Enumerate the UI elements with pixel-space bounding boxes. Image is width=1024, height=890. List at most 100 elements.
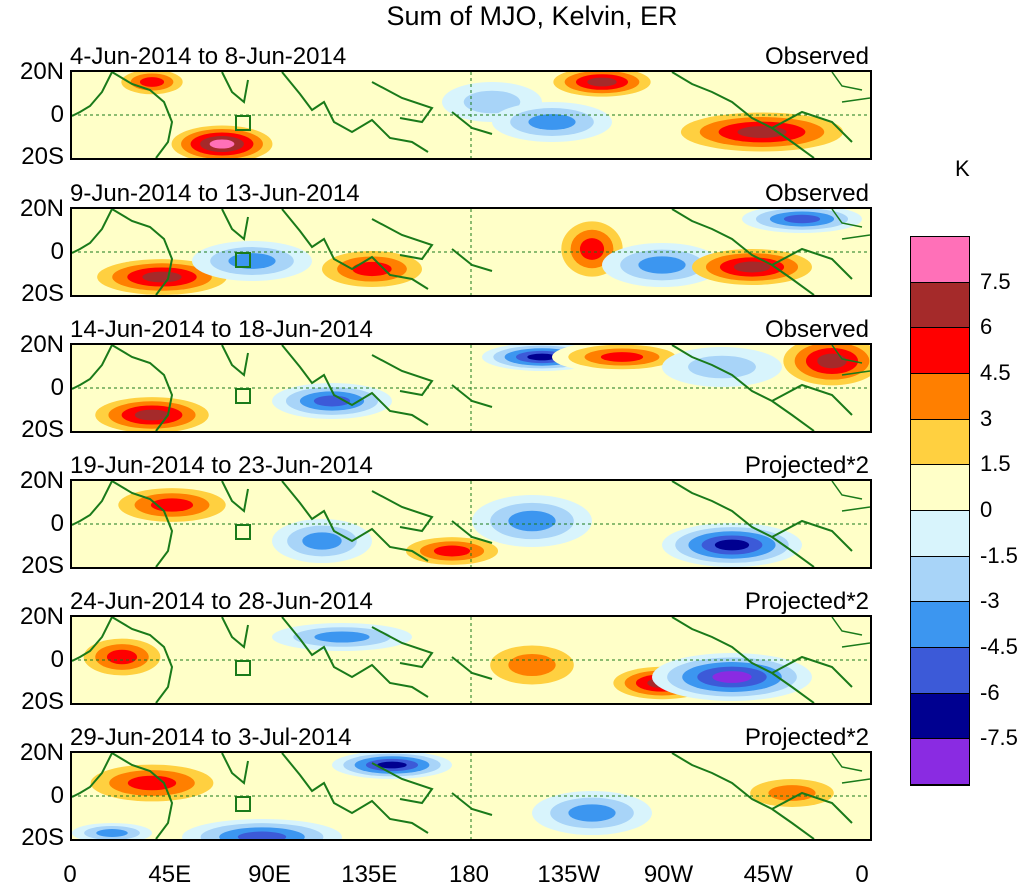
anomaly-contour [142,271,182,283]
anomaly-map [70,751,872,841]
colorbar-units: K [955,156,970,181]
anomaly-contour [237,831,287,839]
colorbar-swatch [911,511,969,557]
map-panel-1: 4-Jun-2014 to 8-Jun-2014 Observed 20N 0 … [0,43,900,170]
anomaly-contour [302,532,342,550]
main-title: Sum of MJO, Kelvin, ER [386,1,678,31]
anomaly-map-svg [72,753,870,839]
colorbar-swatch [911,693,969,740]
colorbar-swatch [911,648,969,694]
anomaly-contour [96,829,128,837]
anomaly-map [70,70,872,160]
colorbar-swatch [911,465,969,511]
map-panel-6: 29-Jun-2014 to 3-Jul-2014 Projected*2 20… [0,725,900,851]
colorbar-level-label: 1.5 [980,451,1011,477]
coastline [72,72,870,158]
anomaly-contour [587,77,617,87]
lon-label-45e: 45E [148,861,192,888]
anomaly-contour [638,256,686,274]
colorbar-level-label: 0 [980,497,993,522]
anomaly-map [70,207,872,297]
panel-date-range: 14-Jun-2014 to 18-Jun-2014 [70,316,373,343]
colorbar [910,236,970,786]
map-panel-3: 14-Jun-2014 to 18-Jun-2014 Observed 20N … [0,316,900,443]
lat-label-20s: 20S [21,824,64,851]
anomaly-contour [712,671,752,683]
lon-label-180: 180 [448,861,490,888]
panel-date-range: 19-Jun-2014 to 23-Jun-2014 [70,452,373,479]
anomaly-contour [783,214,821,224]
lon-label-0-end: 0 [855,861,869,888]
lon-label-135e: 135E [341,861,398,888]
map-panel-2: 9-Jun-2014 to 13-Jun-2014 Observed 20N 0… [0,180,900,307]
colorbar-swatch [911,739,969,785]
lat-label-20n: 20N [19,739,64,766]
lon-label-90e: 90E [248,861,291,888]
anomaly-contour [817,353,847,369]
coastline [72,209,870,295]
anomaly-contour [568,804,616,822]
anomaly-contour [139,77,165,87]
anomaly-contour [579,238,605,260]
lat-label-20n: 20N [19,467,64,494]
lat-label-20s: 20S [21,280,64,307]
anomaly-contour [508,653,556,677]
coastline [72,617,870,703]
lat-label-0: 0 [50,782,64,809]
colorbar-level-label: -6 [980,679,1000,705]
colorbar-swatch [911,556,969,603]
lat-label-0: 0 [50,374,64,401]
panel-status: Observed [764,180,869,207]
colorbar-level-label: -1.5 [980,542,1018,568]
lon-label-45w: 45W [743,861,793,888]
anomaly-contour [714,539,750,551]
colorbar-swatch [911,237,969,283]
map-panel-5: 24-Jun-2014 to 28-Jun-2014 Projected*2 2… [0,588,900,715]
colorbar-level-label: 3 [980,405,993,431]
longitude-axis: 0 45E 90E 135E 180 135W 90W 45W 0 [0,862,900,890]
lon-label-135w: 135W [537,861,601,888]
anomaly-contour [352,261,392,277]
anomaly-contour [528,114,576,130]
anomaly-contour [463,90,521,114]
coastline [72,345,870,431]
lat-label-20n: 20N [19,331,64,358]
lon-label-0: 0 [63,861,77,888]
panel-date-range: 9-Jun-2014 to 13-Jun-2014 [70,180,360,207]
colorbar-level-label: -7.5 [980,725,1018,751]
colorbar-level-label: 7.5 [980,268,1011,294]
anomaly-contour [127,775,177,791]
panel-date-range: 24-Jun-2014 to 28-Jun-2014 [70,588,373,615]
lat-label-20s: 20S [21,143,64,170]
panel-status: Observed [764,43,869,70]
colorbar-swatch [911,419,969,466]
anomaly-map-svg [72,345,870,431]
colorbar-level-label: 6 [980,314,993,340]
colorbar-level-label: -3 [980,588,1000,614]
lat-label-20s: 20S [21,416,64,443]
anomaly-contour [768,785,816,801]
anomaly-contour [314,631,370,643]
anomaly-map-svg [72,481,870,567]
colorbar-level-label: 4.5 [980,360,1011,385]
coastline [72,481,870,567]
anomaly-contour [733,261,771,273]
lat-label-0: 0 [50,510,64,537]
anomaly-contour [600,352,644,362]
lat-label-0: 0 [50,238,64,265]
lat-label-20n: 20N [19,58,64,85]
colorbar-swatch [911,374,969,420]
anomaly-contour [377,761,407,769]
anomaly-contour [433,545,471,557]
anomaly-contour [228,253,276,269]
lat-label-20n: 20N [19,195,64,222]
anomaly-map-svg [72,617,870,703]
lon-label-90w: 90W [643,861,694,888]
panel-status: Projected*2 [744,588,869,615]
lat-label-0: 0 [50,646,64,673]
anomaly-map-svg [72,209,870,295]
anomaly-map [70,479,872,569]
lat-label-20n: 20N [19,603,64,630]
lat-label-0: 0 [50,101,64,128]
colorbar-swatch [911,602,969,648]
